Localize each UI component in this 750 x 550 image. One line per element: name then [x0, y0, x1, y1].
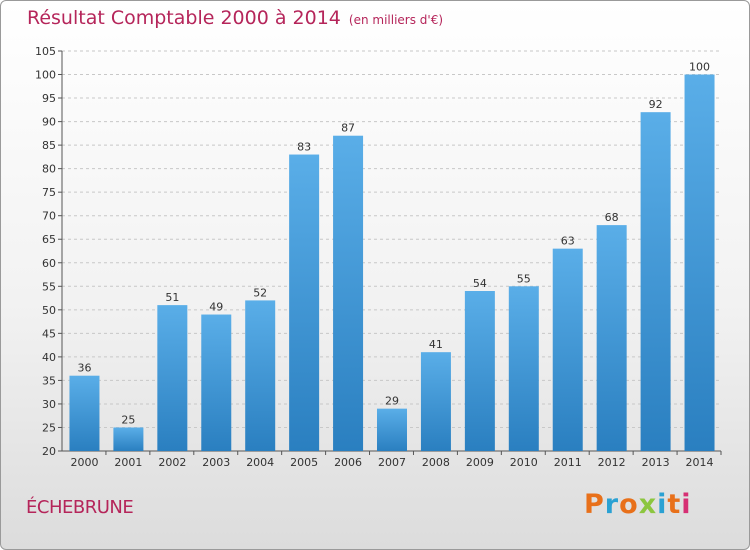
bar: [596, 225, 627, 451]
y-tick-label: 85: [42, 139, 56, 152]
logo-letter: o: [619, 489, 639, 520]
chart-title: Résultat Comptable 2000 à 2014 (en millie…: [27, 7, 444, 29]
y-tick-label: 50: [42, 304, 56, 317]
y-tick-label: 75: [42, 186, 56, 199]
value-label: 25: [121, 413, 135, 426]
x-tick-label: 2013: [642, 456, 670, 469]
logo-letter: i: [657, 489, 668, 520]
logo-letter: t: [667, 489, 682, 520]
bar: [201, 314, 232, 451]
x-tick-label: 2008: [422, 456, 450, 469]
x-tick-labels: 2000 2001 2002 2003 2004 2005 2006 2007 2008 2009…: [70, 456, 713, 469]
logo-letter: P: [584, 489, 605, 520]
value-label: 41: [429, 338, 443, 351]
bar: [377, 408, 407, 451]
y-tick-label: 30: [42, 398, 56, 411]
value-label: 55: [517, 272, 531, 285]
y-tick-label: 40: [42, 351, 56, 364]
y-tick-label: 45: [42, 327, 56, 340]
value-label: 29: [385, 395, 399, 408]
x-tick-label: 2007: [378, 456, 406, 469]
proxiti-logo: Proxiti: [584, 489, 692, 520]
y-tick-label: 55: [42, 280, 56, 293]
value-label: 92: [649, 98, 663, 111]
bars: [69, 74, 722, 455]
logo-letter: r: [604, 489, 620, 520]
y-tick-label: 100: [35, 69, 56, 82]
bar: [464, 291, 495, 451]
value-label: 68: [605, 211, 619, 224]
x-tick-label: 2012: [598, 456, 626, 469]
x-tick-label: 2005: [290, 456, 318, 469]
bar: [552, 248, 583, 451]
bar: [157, 305, 188, 451]
y-tick-label: 25: [42, 421, 56, 434]
bar: [420, 352, 451, 451]
bar: [684, 74, 715, 451]
x-tick-label: 2010: [510, 456, 538, 469]
bar: [69, 375, 100, 451]
x-tick-label: 2011: [554, 456, 582, 469]
y-tick-label: 95: [42, 92, 56, 105]
value-label: 83: [297, 141, 311, 154]
bar: [245, 300, 276, 451]
value-label: 100: [689, 61, 710, 74]
y-tick-label: 105: [35, 45, 56, 58]
y-tick-label: 65: [42, 233, 56, 246]
value-label: 36: [77, 362, 91, 375]
bar: [113, 427, 144, 451]
bar: [508, 286, 539, 451]
logo-letter: x: [638, 489, 658, 520]
y-tick-label: 90: [42, 116, 56, 129]
x-tick-label: 2009: [466, 456, 494, 469]
y-tick-label: 60: [42, 257, 56, 270]
bar: [333, 135, 364, 452]
y-tick-label: 35: [42, 374, 56, 387]
x-tick-label: 2006: [334, 456, 362, 469]
value-labels: 36 25 51 49 52 83 87 29 41 54 55 63 68 92 100: [77, 61, 710, 427]
commune-name: ÉCHEBRUNE: [26, 497, 134, 518]
y-tick-label: 70: [42, 210, 56, 223]
value-label: 87: [341, 122, 355, 135]
value-label: 63: [561, 235, 575, 248]
y-tick-label: 80: [42, 163, 56, 176]
value-label: 49: [209, 301, 223, 314]
x-tick-label: 2000: [70, 456, 98, 469]
bar: [640, 112, 671, 452]
x-tick-label: 2003: [202, 456, 230, 469]
x-tick-label: 2002: [158, 456, 186, 469]
bar: [289, 154, 320, 451]
x-tick-label: 2004: [246, 456, 274, 469]
logo-letter: i: [681, 489, 692, 520]
chart-subtitle: (en milliers d'€): [348, 13, 444, 27]
y-tick-labels: 20 25 30 35 40 45 50 55 60 65 70 75 80 85 90 95 100 105: [35, 45, 56, 458]
value-label: 51: [165, 291, 179, 304]
x-tick-label: 2001: [114, 456, 142, 469]
value-label: 54: [473, 277, 487, 290]
value-label: 52: [253, 286, 267, 299]
y-tick-label: 20: [42, 445, 56, 458]
x-tick-label: 2014: [686, 456, 714, 469]
